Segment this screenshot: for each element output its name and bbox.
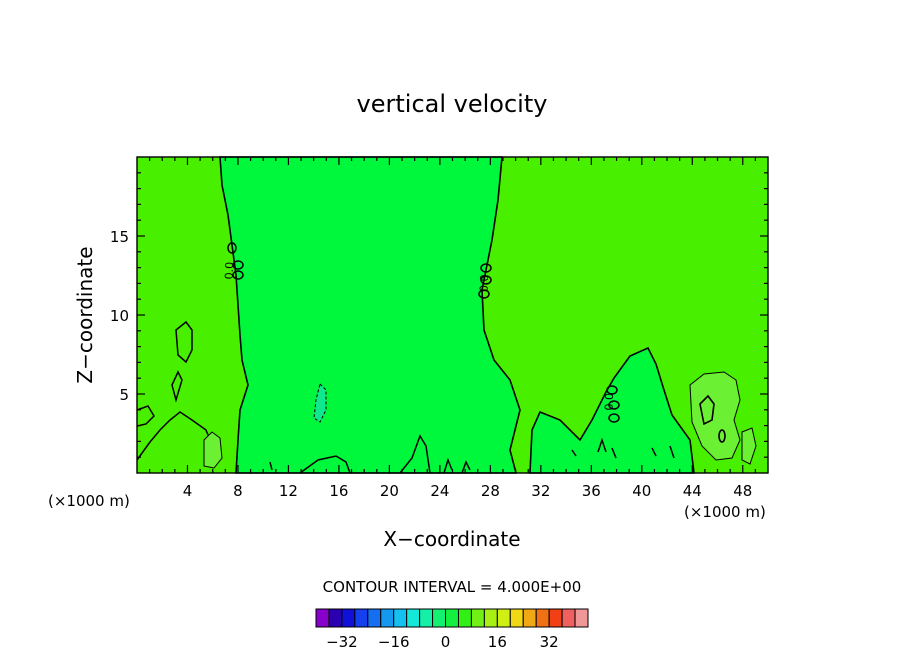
- colorbar-tick-label: −16: [378, 633, 410, 651]
- contour-label: 0.0: [223, 262, 237, 280]
- colorbar-swatch: [419, 608, 434, 628]
- contour-label: 0.0: [478, 274, 492, 292]
- x-tick-label: 4: [183, 482, 193, 500]
- colorbar-swatch: [574, 608, 589, 628]
- colorbar-swatch: [354, 608, 369, 628]
- colorbar-swatch: [496, 608, 511, 628]
- x-tick-label: 20: [380, 482, 399, 500]
- y-axis-label: Z−coordinate: [73, 246, 97, 383]
- colorbar-swatch: [380, 608, 395, 628]
- colorbar-swatch: [483, 608, 498, 628]
- x-tick-label: 24: [430, 482, 449, 500]
- x-unit-left: (×1000 m): [48, 492, 130, 510]
- x-tick-label: 16: [329, 482, 348, 500]
- y-axis: 5 10 15: [110, 172, 768, 458]
- contour-interval-text: CONTOUR INTERVAL = 4.000E+00: [323, 578, 582, 596]
- colorbar-swatch: [393, 608, 408, 628]
- x-tick-label: 32: [531, 482, 550, 500]
- colorbar-swatch: [457, 608, 472, 628]
- colorbar-swatch: [406, 608, 421, 628]
- colorbar-swatch: [548, 608, 563, 628]
- y-tick-label: 15: [110, 228, 129, 246]
- y-tick-label: 10: [110, 307, 129, 325]
- contour-region-negative-cell: [313, 383, 327, 423]
- colorbar-swatch: [341, 608, 356, 628]
- contour-region-right-lobe: [529, 346, 695, 474]
- contour-labels: 0.0 0.0 0.0: [223, 262, 616, 411]
- x-tick-label: 44: [683, 482, 702, 500]
- colorbar-swatch: [432, 608, 447, 628]
- colorbar-tick-label: 0: [441, 633, 451, 651]
- x-tick-label: 12: [279, 482, 298, 500]
- x-axis: 4 8 12 16 20 24 28 32 36 40 44 48: [149, 157, 756, 500]
- colorbar-swatch: [315, 608, 330, 628]
- colorbar-swatch: [367, 608, 382, 628]
- positive-cells: [203, 371, 757, 469]
- x-tick-label: 36: [582, 482, 601, 500]
- colorbar-swatch: [509, 608, 524, 628]
- x-tick-label: 48: [733, 482, 752, 500]
- colorbar-swatch: [445, 608, 459, 628]
- zero-contours: [136, 242, 675, 474]
- colorbar-tick-label: −32: [326, 633, 358, 651]
- colorbar-swatch: [535, 608, 550, 628]
- x-axis-label: X−coordinate: [383, 527, 520, 551]
- colorbar-swatch: [522, 608, 537, 628]
- contour-label: 0.0: [602, 393, 616, 411]
- colorbar: [315, 608, 589, 628]
- inner-contours: [699, 394, 726, 443]
- colorbar-swatch: [328, 608, 343, 628]
- x-tick-label: 28: [481, 482, 500, 500]
- colorbar-tick-label: 32: [540, 633, 559, 651]
- y-tick-label: 5: [119, 386, 129, 404]
- colorbar-swatch: [561, 608, 576, 628]
- x-unit-right: (×1000 m): [684, 503, 766, 521]
- x-tick-label: 8: [233, 482, 243, 500]
- x-tick-label: 40: [632, 482, 651, 500]
- chart-title: vertical velocity: [357, 90, 548, 118]
- contour-region-center: [219, 156, 521, 474]
- colorbar-swatch: [470, 608, 485, 628]
- colorbar-tick-label: 16: [488, 633, 507, 651]
- colorbar-tick-labels: −32 −16 0 16 32: [326, 633, 559, 651]
